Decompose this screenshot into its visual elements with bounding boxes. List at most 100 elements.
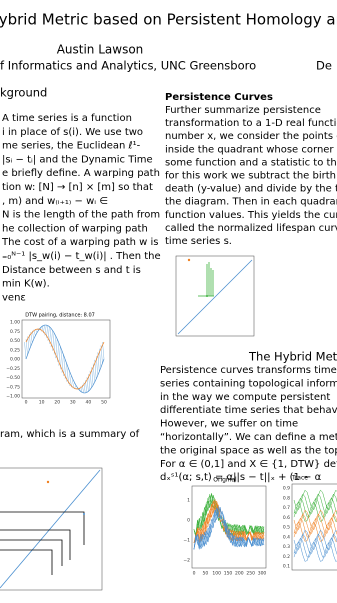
text-line: |sᵢ − tᵢ| and the Dynamic Time	[2, 154, 153, 165]
text-line: transformation to a 1-D real function.	[165, 118, 337, 129]
y-tick-label: 0.5	[283, 525, 290, 531]
trace-line	[293, 537, 337, 558]
plot-frame	[0, 467, 103, 591]
series-line	[193, 495, 265, 537]
trace-line	[293, 513, 337, 534]
y-tick-label: 0.50	[10, 338, 20, 344]
trace-line	[293, 541, 337, 562]
text-line: , m) and w₍ᵢ₊₁₎ − wᵢ ∈	[2, 196, 108, 207]
trace-line	[293, 509, 337, 531]
plot-title: DTW pairing, distance: 8.07	[25, 313, 95, 319]
text-line: “horizontally”. We can define a met	[160, 432, 337, 443]
y-tick-label: −0.75	[6, 384, 20, 390]
bars	[198, 262, 214, 297]
trace-line	[293, 517, 337, 538]
text-line: N is the length of the path from	[2, 210, 160, 221]
text-line: Further summarize persistence	[165, 105, 321, 116]
x-tick-label: 0	[193, 571, 196, 577]
y-tick-label: 1	[187, 498, 190, 504]
section-heading: The Hybrid Metr	[248, 350, 337, 364]
text-line: time series s.	[165, 236, 232, 247]
y-tick-label: 1.00	[10, 320, 20, 326]
text-line: For α ∈ (0,1] and X ∈ {1, DTW} defin	[160, 459, 337, 470]
plot-frame	[21, 319, 111, 399]
text-line: function values. This yields the curve	[165, 210, 337, 221]
text-line: i in place of s(i). We use two	[2, 127, 143, 138]
trace-line	[293, 497, 337, 518]
trace-line	[293, 533, 337, 554]
plot-title: Original	[213, 477, 237, 484]
text-line: e briefly define. A warping path	[2, 168, 160, 179]
x-tick-label: 30	[70, 400, 76, 406]
x-tick-label: 50	[101, 400, 107, 406]
series-line	[193, 493, 265, 537]
author: Austin Lawson	[57, 43, 144, 57]
text-line: me series, the Euclidean ℓ¹-	[2, 141, 141, 152]
y-tick-label: −1	[183, 538, 190, 544]
x-tick-label: 40	[86, 400, 92, 406]
plot-frame	[191, 485, 267, 569]
text-line: However, we suffer on time	[160, 419, 298, 430]
text-line: for this work we subtract the birth	[165, 171, 336, 182]
y-tick-label: 0.6	[283, 515, 290, 521]
text-line: tion w: [N] → [n] × [m] so that	[2, 182, 153, 193]
text-line: he collection of warping path	[2, 223, 148, 234]
y-tick-label: 0.8	[283, 495, 290, 501]
trace-line	[293, 521, 337, 542]
y-tick-label: −0.25	[6, 366, 20, 372]
x-tick-label: 100	[212, 571, 221, 577]
caption: ram, which is a summary of	[0, 429, 140, 440]
y-tick-label: 0.7	[283, 505, 290, 511]
point	[83, 513, 85, 515]
y-tick-label: −0.50	[6, 375, 20, 381]
point	[46, 480, 50, 484]
trace-line	[293, 489, 337, 511]
text-line: venε	[2, 292, 26, 303]
text-line: differentiate time series that behave	[160, 405, 337, 416]
trace-line	[293, 529, 337, 551]
y-tick-label: 0.9	[283, 486, 290, 492]
x-tick-label: 150	[224, 571, 233, 577]
curve	[25, 328, 105, 390]
diagonal	[0, 469, 101, 589]
y-tick-label: 0.25	[10, 347, 20, 353]
text-line: min K(w).	[2, 279, 50, 290]
title: A Hybrid Metric based on Persistent Homo…	[0, 11, 337, 29]
text-line: some function and a statistic to those	[165, 157, 337, 168]
text-line: The cost of a warping path w is	[1, 237, 159, 248]
text-line: called the normalized lifespan curve	[165, 223, 337, 234]
text-line: the diagram. Then in each quadrant,	[165, 197, 337, 208]
x-tick-label: 0	[25, 400, 28, 406]
x-tick-label: 300	[258, 571, 267, 577]
curve	[25, 324, 105, 394]
trace-lines	[293, 489, 337, 562]
text-line: in the way we compute persistent	[160, 392, 330, 403]
text-line: ₌₀ᴺ⁻¹ |s_w(i) − t_w(i)| . Then the	[2, 251, 161, 262]
point	[187, 258, 191, 262]
y-tick-label: −1.00	[6, 394, 20, 400]
affiliation: f Informatics and Analytics, UNC Greensb…	[0, 59, 256, 73]
section-heading: kground	[0, 86, 47, 100]
plot-frame	[291, 483, 337, 571]
point	[206, 295, 208, 297]
trace-line	[293, 493, 337, 514]
x-tick-label: 50	[202, 571, 208, 577]
text-line: series containing topological informat	[160, 378, 337, 389]
series-lines	[193, 493, 265, 550]
y-tick-label: 0.2	[283, 554, 290, 560]
steps	[0, 511, 85, 575]
pair-line	[24, 342, 27, 360]
affiliation-right: De	[316, 59, 332, 73]
section-heading: Persistence Curves	[165, 92, 273, 103]
plot-frame	[175, 255, 255, 337]
y-tick-label: −2	[183, 558, 190, 564]
diagonal	[177, 259, 253, 335]
y-tick-label: 0	[187, 518, 190, 524]
y-tick-label: 0.3	[283, 544, 290, 550]
y-tick-label: 0.4	[283, 534, 290, 540]
trace-line	[293, 501, 337, 522]
text-line: death (y-value) and divide by the total	[165, 184, 337, 195]
y-tick-label: 0.00	[10, 357, 20, 363]
plot-title: Trace	[291, 475, 308, 482]
series-line	[193, 507, 265, 550]
